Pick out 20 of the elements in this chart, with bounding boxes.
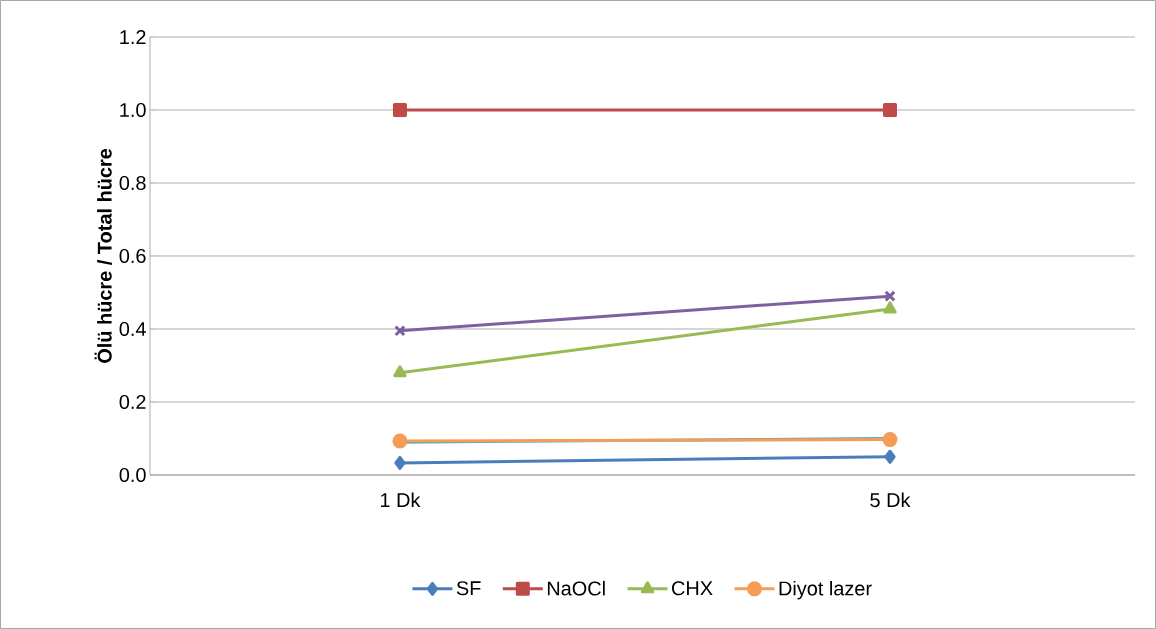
legend-label: Diyot lazer (779, 580, 872, 600)
point (882, 102, 897, 117)
y-tick-label: 1.0 (120, 102, 146, 118)
y-tick-label: 0.0 (119, 467, 146, 483)
point (394, 325, 406, 337)
y-tick-label: 0.6 (119, 248, 146, 264)
legend-label: NaOCl (547, 580, 605, 596)
point (884, 449, 896, 464)
y-tick-label: 0.8 (119, 175, 146, 191)
y-tick-label: 1.2 (120, 30, 146, 44)
y-tick-label: 0.2 (119, 394, 146, 410)
x-tick-label: 1 Dk (380, 492, 421, 507)
point (394, 455, 406, 470)
legend-label: SF (456, 581, 481, 596)
y-tick-label: 0.4 (119, 321, 146, 337)
point (884, 290, 896, 302)
point (392, 102, 407, 117)
x-tick-label: 5 Dk (870, 492, 911, 508)
y-axis-title: Ölü hücre / Total hücre (94, 148, 112, 363)
legend-label: CHX (672, 581, 713, 596)
